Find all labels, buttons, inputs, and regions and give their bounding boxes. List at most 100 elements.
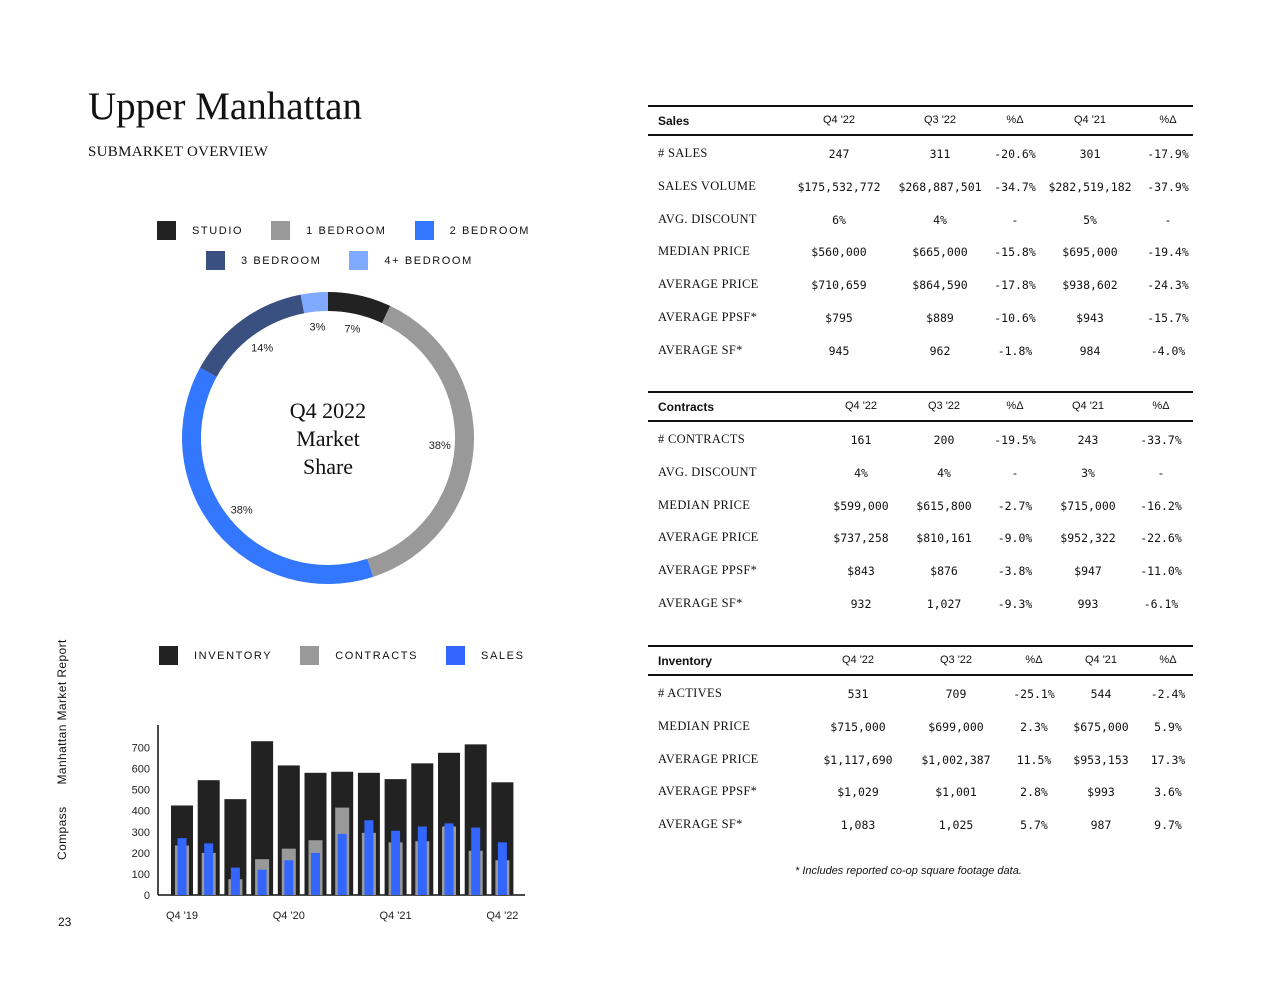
inventory-swatch	[159, 646, 178, 665]
column-header: Q4 '21	[1084, 654, 1118, 666]
cell-value: $947	[1074, 564, 1102, 579]
donut-slice-1-bedroom	[367, 305, 475, 577]
table-header: Sales Q4 '22 Q3 '22 %Δ Q4 '21 %Δ	[648, 105, 1193, 136]
column-header: %Δ	[1006, 400, 1024, 412]
donut-legend-row-1: STUDIO 1 BEDROOM 2 BEDROOM	[157, 221, 530, 240]
table-row: # ACTIVES 531 709 -25.1% 544 -2.4%	[648, 678, 1193, 711]
donut-slice-label: 14%	[251, 342, 273, 354]
y-tick-label: 100	[132, 869, 150, 881]
cell-value: $843	[847, 564, 875, 579]
cell-value: $560,000	[811, 245, 867, 260]
row-label: AVERAGE SF*	[658, 342, 743, 357]
cell-value: 200	[933, 433, 955, 447]
column-header: Q4 '21	[1073, 114, 1107, 126]
row-label: AVG. DISCOUNT	[658, 211, 757, 226]
column-header: Q3 '22	[939, 654, 973, 666]
table-row: AVERAGE SF* 932 1,027 -9.3% 993 -6.1%	[648, 588, 1193, 621]
cell-value: -34.7%	[994, 179, 1036, 194]
cell-value: 5.9%	[1154, 719, 1182, 734]
cell-value: $1,029	[837, 785, 879, 800]
row-label: AVERAGE SF*	[658, 595, 743, 610]
cell-value: 243	[1077, 433, 1099, 447]
three-bedroom-swatch	[206, 251, 225, 270]
cell-value: 945	[828, 343, 850, 358]
table-row: MEDIAN PRICE $560,000 $665,000 -15.8% $695,0…	[648, 236, 1193, 269]
cell-value: $795	[825, 310, 853, 325]
legend-inventory: INVENTORY	[159, 646, 272, 665]
cell-value: $1,117,690	[823, 752, 893, 767]
cell-value: -15.7%	[1147, 310, 1189, 325]
contracts-table: Contracts Q4 '22 Q3 '22 %Δ Q4 '21 %Δ # CONTRAC…	[648, 391, 1193, 621]
sales-bar	[391, 830, 401, 895]
sales-bar	[417, 826, 427, 895]
legend-sales: SALES	[446, 646, 524, 665]
y-tick-label: 300	[132, 827, 150, 839]
cell-value: $953,153	[1073, 752, 1129, 767]
cell-value: 531	[847, 687, 869, 701]
cell-value: 9.7%	[1154, 818, 1182, 833]
column-header: Q4 '21	[1071, 400, 1105, 412]
cell-value: $615,800	[916, 498, 972, 513]
cell-value: $715,000	[830, 719, 886, 734]
two-bedroom-swatch	[414, 221, 434, 240]
cell-value: 5.7%	[1020, 818, 1048, 833]
x-tick-label: Q4 '20	[273, 910, 305, 922]
brand-name: Compass	[55, 806, 69, 860]
sales-bar	[284, 860, 294, 895]
column-header: %Δ	[1025, 654, 1043, 666]
donut-center-line-1: Q4 2022	[290, 398, 366, 423]
cell-value: 11.5%	[1016, 752, 1052, 767]
cell-value: 3%	[1081, 465, 1095, 480]
sales-bar	[497, 842, 507, 895]
cell-value: -22.6%	[1140, 531, 1182, 546]
table-row: AVERAGE SF* 945 962 -1.8% 984 -4.0%	[648, 335, 1193, 368]
cell-value: -16.2%	[1140, 498, 1182, 513]
cell-value: $699,000	[928, 719, 984, 734]
column-header: Q4 '22	[844, 400, 878, 412]
legend-label: SALES	[481, 649, 525, 662]
sales-bar	[204, 843, 214, 895]
page-title: Upper Manhattan	[88, 85, 362, 128]
cell-value: $737,258	[833, 531, 889, 546]
donut-center-line-2: Market	[296, 426, 360, 451]
row-label: AVERAGE PPSF*	[658, 309, 758, 324]
table-row: MEDIAN PRICE $715,000 $699,000 2.3% $675,000…	[648, 711, 1193, 744]
cell-value: 984	[1079, 343, 1101, 358]
table-section-title: Sales	[658, 114, 690, 128]
row-label: AVERAGE SF*	[658, 817, 743, 832]
y-tick-label: 0	[144, 890, 150, 902]
contracts-swatch	[300, 646, 320, 665]
table-row: AVERAGE PRICE $737,258 $810,161 -9.0% $952,3…	[648, 522, 1193, 555]
cell-value: $710,659	[811, 278, 867, 293]
cell-value: $695,000	[1062, 245, 1118, 260]
table-row: AVERAGE SF* 1,083 1,025 5.7% 987 9.7%	[648, 809, 1193, 842]
donut-legend-row-2: 3 BEDROOM 4+ BEDROOM	[206, 251, 473, 270]
table-row: AVERAGE PRICE $1,117,690 $1,002,387 11.5% $9…	[648, 744, 1193, 777]
sales-bar	[471, 827, 481, 895]
row-label: SALES VOLUME	[658, 178, 757, 193]
row-label: AVERAGE PRICE	[658, 751, 759, 766]
cell-value: 17.3%	[1150, 752, 1186, 767]
cell-value: -19.4%	[1147, 245, 1189, 260]
cell-value: 5%	[1083, 212, 1097, 227]
row-label: MEDIAN PRICE	[658, 718, 751, 733]
cell-value: $876	[930, 564, 958, 579]
legend-3-bedroom: 3 BEDROOM	[206, 251, 321, 270]
cell-value: -25.1%	[1013, 687, 1055, 701]
report-name: Manhattan Market Report	[55, 639, 69, 785]
legend-contracts: CONTRACTS	[300, 646, 418, 665]
cell-value: -2.7%	[997, 498, 1033, 513]
cell-value: 4%	[854, 465, 868, 480]
inventory-bar	[251, 741, 274, 895]
sales-bar	[257, 869, 267, 895]
table-row: AVG. DISCOUNT 6% 4% - 5% -	[648, 204, 1193, 237]
row-label: # CONTRACTS	[658, 432, 745, 446]
legend-2-bedroom: 2 BEDROOM	[414, 221, 530, 240]
sales-swatch	[446, 646, 466, 665]
legend-label: 4+ BEDROOM	[384, 254, 473, 267]
table-row: SALES VOLUME $175,532,772 $268,887,501 -34.…	[648, 171, 1193, 204]
cell-value: -19.5%	[994, 433, 1036, 447]
cell-value: $889	[926, 310, 954, 325]
cell-value: -3.8%	[997, 564, 1033, 579]
column-header: %Δ	[1152, 400, 1170, 412]
